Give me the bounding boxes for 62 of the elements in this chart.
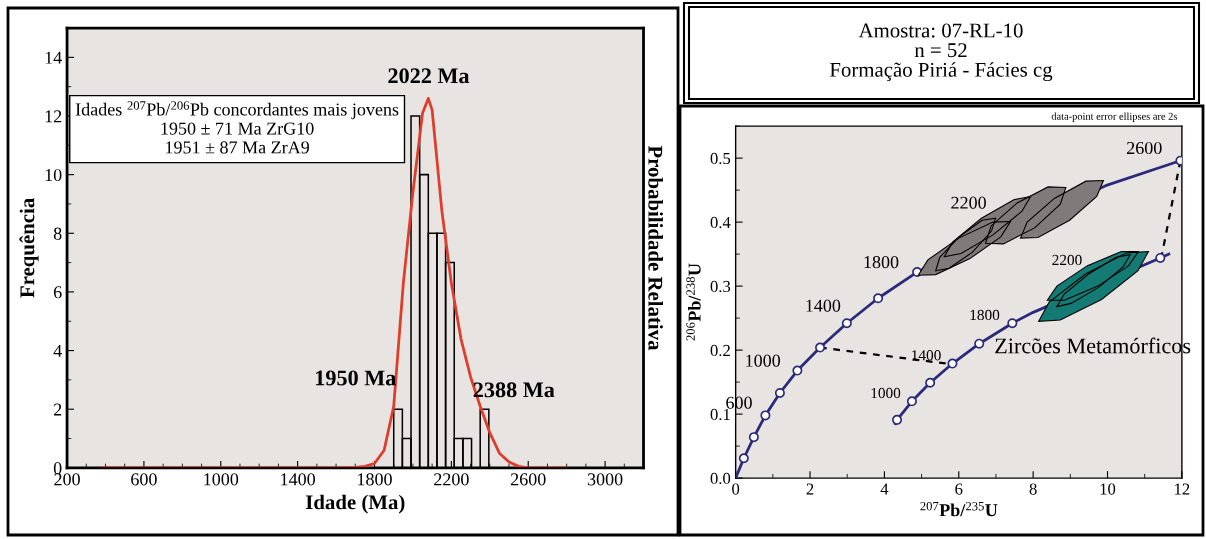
point bbox=[974, 338, 985, 349]
x-axis-title: Idade (Ma) bbox=[305, 494, 405, 514]
x-tick-label: 12 bbox=[1175, 483, 1190, 495]
y-axis-title: Frequência bbox=[19, 198, 39, 298]
y-tick-label: 4 bbox=[53, 344, 62, 357]
y-tick-label: 0.5 bbox=[710, 152, 731, 165]
point bbox=[873, 293, 884, 304]
y-tick-label: 0.3 bbox=[710, 280, 731, 293]
x-tick-label: 3000 bbox=[587, 473, 623, 486]
x-tick-label: 6 bbox=[955, 483, 963, 495]
x-tick-label: 10 bbox=[1100, 483, 1116, 495]
y-tick-label: 0 bbox=[53, 462, 62, 475]
annotation: 2200 bbox=[951, 196, 986, 209]
annotation: 2022 Ma bbox=[388, 68, 470, 84]
x-tick-label: 2200 bbox=[434, 473, 469, 486]
y2-axis-title: Probabilidade Relativa bbox=[648, 145, 663, 351]
point bbox=[748, 432, 759, 443]
x-tick-label: 200 bbox=[54, 473, 80, 486]
annotation: 1400 bbox=[912, 350, 941, 361]
y-tick-label: 0.4 bbox=[710, 216, 731, 229]
x-tick-label: 1400 bbox=[281, 473, 316, 486]
y-tick-label: 0.1 bbox=[710, 408, 730, 421]
text: data-point error ellipses are 2s bbox=[1051, 112, 1178, 122]
annotation: 1800 bbox=[970, 309, 1000, 321]
y-tick-label: 12 bbox=[45, 110, 62, 123]
annotation: 1800 bbox=[864, 256, 899, 269]
point bbox=[774, 387, 785, 398]
y-tick-label: 14 bbox=[45, 51, 62, 64]
point bbox=[947, 358, 958, 369]
y-tick-label: 0.2 bbox=[710, 344, 730, 357]
x-tick-label: 0 bbox=[732, 483, 740, 495]
x-tick-label: 1000 bbox=[204, 473, 239, 486]
x-tick-label: 2600 bbox=[510, 473, 546, 486]
y-tick-label: 0.0 bbox=[710, 472, 731, 485]
point bbox=[815, 342, 826, 353]
x-tick-label: 1800 bbox=[358, 473, 392, 486]
annotation: Idades $^{207}$Pb/$^{206}$Pb concordantes mais jovens 1950 ± 71 Ma ZrG10 1951 ± 87 Ma ZrA9 bbox=[75, 101, 399, 154]
chart-title: Amostra: 07-RL-10 n = 52 Formação Piriá - Fácies cg bbox=[829, 23, 1053, 82]
x-tick-label: 2 bbox=[806, 483, 814, 495]
point bbox=[738, 453, 749, 464]
point bbox=[892, 414, 903, 425]
annotation: 1000 bbox=[746, 354, 781, 367]
annotation: 2200 bbox=[1052, 254, 1082, 266]
x-axis-title: $^{207}$Pb/$^{235}$U bbox=[920, 501, 998, 517]
point bbox=[906, 396, 917, 407]
point bbox=[1007, 318, 1018, 329]
annotation: 1000 bbox=[871, 387, 901, 399]
annotation: 1400 bbox=[806, 299, 841, 312]
point bbox=[760, 410, 771, 421]
point bbox=[792, 365, 803, 376]
x-tick-label: 4 bbox=[880, 483, 889, 495]
y-tick-label: 2 bbox=[53, 403, 62, 416]
point bbox=[1155, 252, 1166, 263]
y-axis-title: $^{206}$Pb/$^{238}$U bbox=[686, 263, 701, 341]
x-tick-label: 600 bbox=[131, 473, 157, 486]
y-tick-label: 6 bbox=[53, 286, 62, 299]
y-tick-label: 10 bbox=[45, 168, 62, 182]
x-tick-label: 8 bbox=[1029, 483, 1037, 495]
y-tick-label: 8 bbox=[53, 227, 62, 240]
annotation: 2600 bbox=[1127, 141, 1162, 155]
point bbox=[841, 318, 852, 329]
point bbox=[925, 377, 936, 388]
